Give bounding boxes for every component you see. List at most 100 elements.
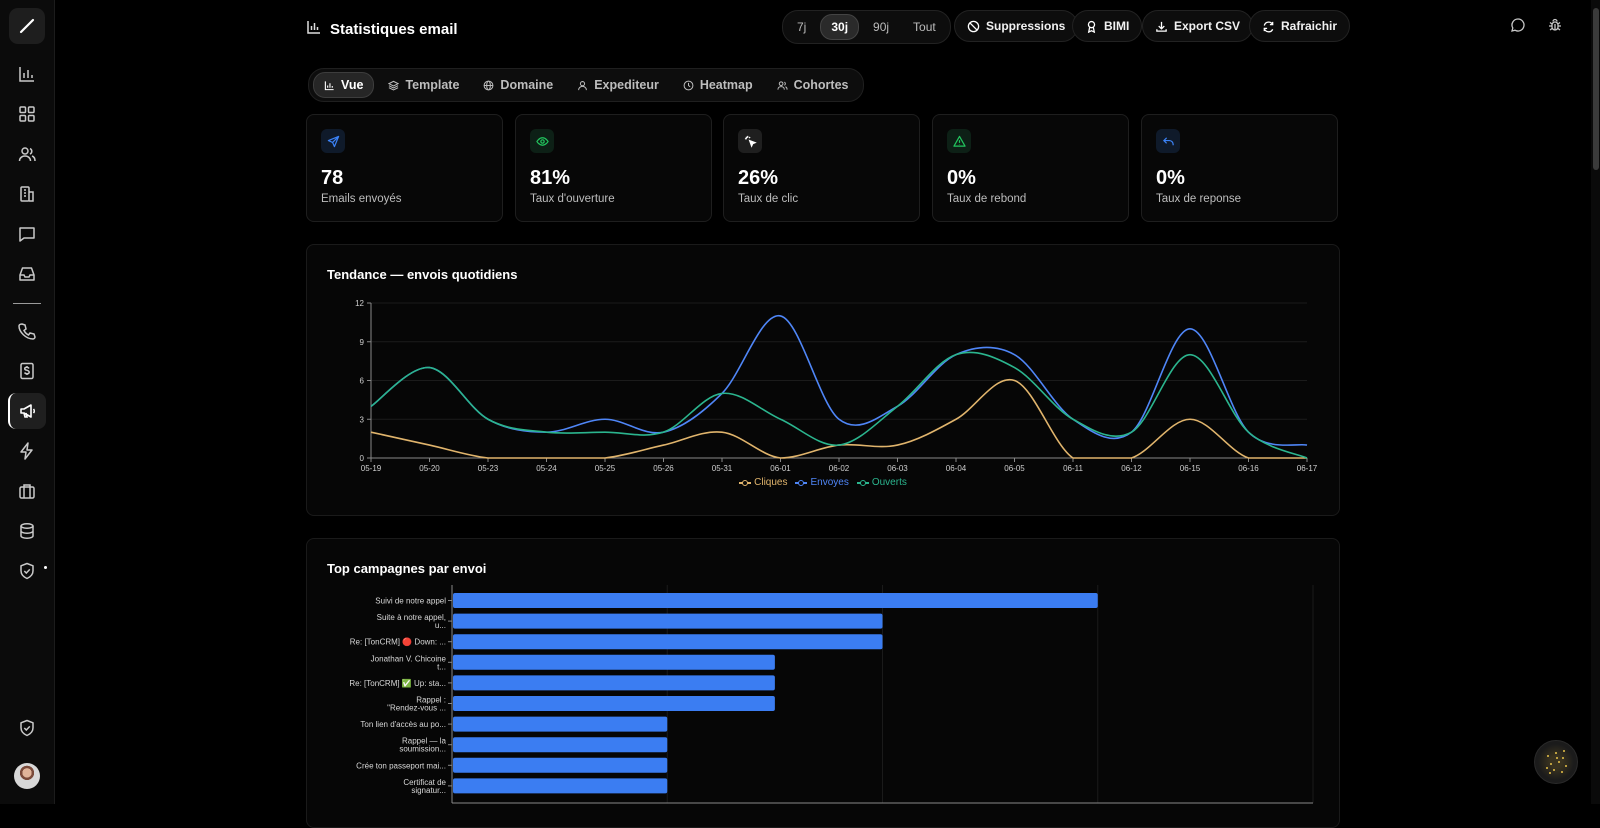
shield-icon bbox=[20, 562, 34, 580]
tab-heatmap[interactable]: Heatmap bbox=[673, 73, 763, 97]
sidebar-item-inbox[interactable] bbox=[9, 256, 45, 292]
bar-label-line: Jonathan V. Chicoine bbox=[371, 654, 447, 663]
bar-label-line: Rappel — la bbox=[402, 737, 447, 746]
assistant-bubble[interactable] bbox=[1534, 740, 1578, 784]
trend-legend: Cliques Envoyes Ouverts bbox=[307, 477, 1339, 488]
x-tick-label: 06-04 bbox=[946, 464, 967, 473]
x-tick-label: 05-31 bbox=[712, 464, 733, 473]
phone-icon bbox=[18, 323, 36, 340]
download-icon bbox=[1156, 21, 1167, 32]
sidebar-item-analytics[interactable] bbox=[9, 56, 45, 92]
badge-icon bbox=[1087, 20, 1096, 33]
y-tick-label: 6 bbox=[360, 377, 365, 386]
sidebar-divider bbox=[13, 303, 41, 304]
bug-report-button[interactable] bbox=[1547, 17, 1565, 35]
tab-label: Heatmap bbox=[699, 78, 753, 92]
briefcase-icon bbox=[19, 484, 35, 499]
sidebar-item-dashboard[interactable] bbox=[9, 96, 45, 132]
legend-marker bbox=[795, 479, 808, 486]
bar-label-line: Certificat de bbox=[403, 778, 446, 787]
x-tick-label: 05-25 bbox=[595, 464, 616, 473]
bimi-button[interactable]: BIMI bbox=[1072, 10, 1143, 42]
y-tick-label: 12 bbox=[355, 299, 364, 308]
x-tick-label: 06-15 bbox=[1180, 464, 1201, 473]
page-scrollbar[interactable] bbox=[1591, 0, 1600, 804]
sidebar-item-contacts[interactable] bbox=[9, 136, 45, 172]
campaigns-chart: Suivi de notre appel Suite à notre appel,… bbox=[349, 585, 1314, 804]
bar-label: Rappel — la soumission... bbox=[399, 737, 446, 754]
cursor-click-icon bbox=[738, 129, 762, 153]
range-7j-button[interactable]: 7j bbox=[797, 20, 807, 34]
bug-icon bbox=[1549, 18, 1561, 31]
grid-icon bbox=[19, 106, 35, 122]
tab-cohortes[interactable]: Cohortes bbox=[767, 73, 859, 97]
range-90j-button[interactable]: 90j bbox=[873, 20, 890, 34]
logo-button[interactable] bbox=[9, 8, 45, 44]
sidebar-item-admin[interactable] bbox=[9, 710, 45, 746]
bar-label-line: Rappel : bbox=[416, 696, 446, 705]
bar-label-line: "Rendez-vous ... bbox=[387, 704, 446, 713]
bar-chart-icon bbox=[324, 80, 334, 90]
bar-label-line: signatur... bbox=[411, 786, 446, 795]
globe-icon bbox=[484, 80, 494, 90]
bar-label-line: Crée ton passeport mai... bbox=[356, 761, 446, 770]
sidebar-item-billing[interactable] bbox=[9, 353, 45, 389]
x-tick-label: 06-03 bbox=[887, 464, 908, 473]
tab-domaine[interactable]: Domaine bbox=[473, 73, 563, 97]
sidebar-item-messages[interactable] bbox=[9, 216, 45, 252]
ban-icon bbox=[967, 20, 980, 32]
campaigns-chart-title: Top campagnes par envoi bbox=[327, 561, 487, 576]
sidebar-item-campaigns[interactable] bbox=[8, 393, 46, 429]
dollar-icon bbox=[20, 362, 34, 380]
legend-item-cliques[interactable]: Cliques bbox=[739, 477, 787, 488]
x-tick-label: 05-26 bbox=[653, 464, 674, 473]
bar bbox=[453, 634, 883, 650]
sidebar-item-projects[interactable] bbox=[9, 473, 45, 509]
trend-chart-title: Tendance — envois quotidiens bbox=[327, 267, 518, 282]
suppressions-button[interactable]: Suppressions bbox=[954, 10, 1079, 42]
sidebar-item-security[interactable] bbox=[9, 553, 45, 589]
sidebar bbox=[0, 0, 55, 804]
bar bbox=[453, 593, 1098, 608]
legend-item-ouverts[interactable]: Ouverts bbox=[856, 477, 907, 488]
tab-label: Cohortes bbox=[793, 78, 849, 92]
tab-expediteur[interactable]: Expediteur bbox=[567, 73, 669, 97]
tab-template[interactable]: Template bbox=[378, 73, 469, 97]
series-line-ouverts bbox=[370, 351, 1308, 459]
scrollbar-thumb[interactable] bbox=[1593, 8, 1599, 170]
export-csv-button[interactable]: Export CSV bbox=[1142, 10, 1254, 42]
bar-label: Jonathan V. Chicoine t... bbox=[371, 654, 447, 671]
sidebar-item-companies[interactable] bbox=[9, 176, 45, 212]
bar-label: Rappel : "Rendez-vous ... bbox=[387, 696, 446, 713]
warning-icon bbox=[947, 129, 971, 153]
chat-icon bbox=[1511, 18, 1525, 32]
bar bbox=[453, 675, 775, 691]
avatar[interactable] bbox=[14, 763, 40, 789]
chat-button[interactable] bbox=[1510, 17, 1528, 35]
tab-vue[interactable]: Vue bbox=[313, 72, 375, 98]
sidebar-item-database[interactable] bbox=[9, 513, 45, 549]
kpi-card-emails-sent: 78 Emails envoyés bbox=[306, 114, 503, 222]
bar bbox=[453, 716, 668, 732]
tab-label: Template bbox=[405, 78, 460, 92]
bar-label: Suite à notre appel, u... bbox=[377, 613, 446, 630]
bar-label-line: Suite à notre appel, bbox=[377, 613, 446, 622]
legend-item-envoyes[interactable]: Envoyes bbox=[795, 477, 849, 488]
sidebar-item-calls[interactable] bbox=[9, 313, 45, 349]
kpi-label: Taux de rebond bbox=[947, 193, 1027, 205]
bar bbox=[453, 613, 883, 629]
bar bbox=[453, 737, 668, 753]
sidebar-item-automations[interactable] bbox=[9, 433, 45, 469]
range-all-button[interactable]: Tout bbox=[913, 20, 936, 34]
refresh-label: Rafraichir bbox=[1281, 19, 1338, 33]
refresh-icon bbox=[1263, 20, 1274, 32]
refresh-button[interactable]: Rafraichir bbox=[1249, 10, 1351, 42]
x-tick-label: 06-02 bbox=[829, 464, 850, 473]
range-30j-button[interactable]: 30j bbox=[820, 14, 860, 40]
reply-icon bbox=[1156, 129, 1180, 153]
export-csv-label: Export CSV bbox=[1174, 19, 1241, 33]
bar-chart-icon bbox=[306, 19, 322, 40]
kpi-card-reply-rate: 0% Taux de reponse bbox=[1141, 114, 1338, 222]
bar-label: Suivi de notre appel bbox=[375, 597, 446, 606]
y-tick-label: 3 bbox=[360, 415, 365, 424]
